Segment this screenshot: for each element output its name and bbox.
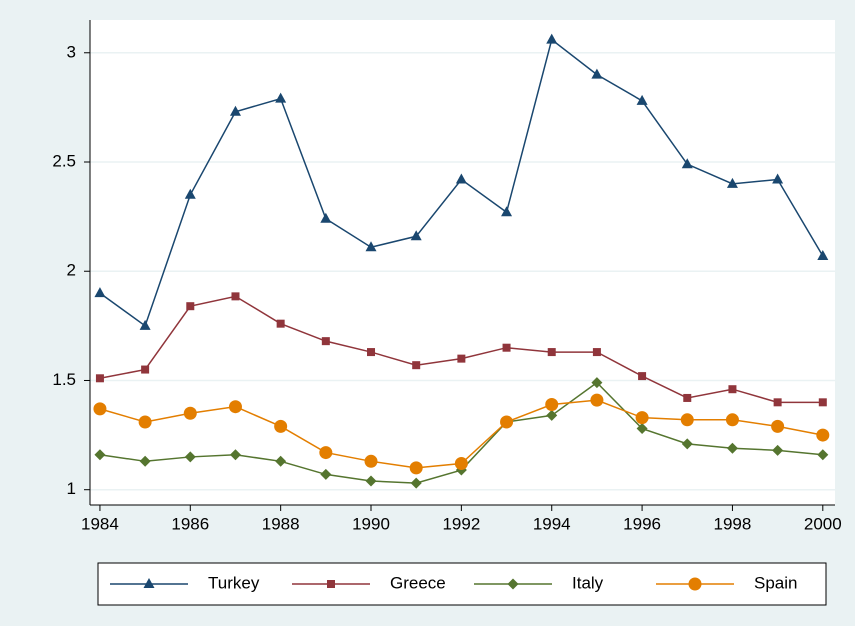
point xyxy=(772,173,784,184)
point xyxy=(321,337,330,346)
point xyxy=(412,361,421,370)
point xyxy=(275,92,287,103)
point xyxy=(365,475,377,487)
point xyxy=(773,398,782,407)
x-tick-label: 2000 xyxy=(804,514,842,533)
x-tick-label: 1998 xyxy=(714,514,752,533)
point xyxy=(410,230,422,241)
point xyxy=(229,449,241,461)
point xyxy=(816,428,830,442)
point xyxy=(683,393,692,402)
point xyxy=(320,468,332,480)
legend-marker xyxy=(507,578,519,590)
point xyxy=(183,406,197,420)
point xyxy=(94,449,106,461)
y-tick-label: 3 xyxy=(67,42,76,61)
point xyxy=(817,249,829,260)
x-tick-label: 1986 xyxy=(171,514,209,533)
point xyxy=(545,398,559,412)
point xyxy=(229,105,241,116)
point xyxy=(591,377,603,389)
x-tick-label: 1990 xyxy=(352,514,390,533)
y-tick-label: 1 xyxy=(67,479,76,498)
point xyxy=(726,442,738,454)
point xyxy=(546,33,558,44)
legend-marker xyxy=(143,578,155,588)
x-tick-label: 1984 xyxy=(81,514,119,533)
point xyxy=(726,177,738,188)
point xyxy=(818,398,827,407)
point xyxy=(457,354,466,363)
point xyxy=(228,400,242,414)
point xyxy=(365,241,377,252)
point xyxy=(454,456,468,470)
point xyxy=(139,455,151,467)
point xyxy=(817,449,829,461)
point xyxy=(409,461,423,475)
point xyxy=(725,413,739,427)
point xyxy=(592,348,601,357)
point xyxy=(93,402,107,416)
x-tick-label: 1992 xyxy=(442,514,480,533)
plot-area xyxy=(90,20,835,505)
point xyxy=(364,454,378,468)
point xyxy=(636,94,648,105)
point xyxy=(502,343,511,352)
point xyxy=(501,206,513,217)
point xyxy=(771,419,785,433)
point xyxy=(590,393,604,407)
point xyxy=(276,319,285,328)
legend-label: Italy xyxy=(572,573,604,592)
legend-label: Turkey xyxy=(208,573,260,592)
x-tick-label: 1988 xyxy=(262,514,300,533)
point xyxy=(184,451,196,463)
point xyxy=(275,455,287,467)
point xyxy=(728,385,737,394)
point xyxy=(772,444,784,456)
point xyxy=(635,411,649,425)
y-tick-label: 2.5 xyxy=(52,151,76,170)
point xyxy=(636,423,648,435)
point xyxy=(680,413,694,427)
point xyxy=(681,438,693,450)
y-tick-label: 2 xyxy=(67,261,76,280)
point xyxy=(94,287,106,298)
x-tick-label: 1996 xyxy=(623,514,661,533)
point xyxy=(455,173,467,184)
point xyxy=(547,348,556,357)
point xyxy=(186,302,195,311)
point xyxy=(546,409,558,421)
point xyxy=(138,415,152,429)
legend-label: Greece xyxy=(390,573,446,592)
point xyxy=(591,68,603,79)
legend-marker xyxy=(688,577,702,591)
point xyxy=(139,319,151,330)
point xyxy=(500,415,514,429)
point xyxy=(95,374,104,383)
point xyxy=(320,212,332,223)
point xyxy=(681,158,693,169)
legend-label: Spain xyxy=(754,573,797,592)
point xyxy=(410,477,422,489)
x-tick-label: 1994 xyxy=(533,514,571,533)
legend-marker xyxy=(327,580,335,588)
point xyxy=(141,365,150,374)
point xyxy=(367,348,376,357)
point xyxy=(274,419,288,433)
point xyxy=(638,372,647,381)
point xyxy=(231,292,240,301)
y-tick-label: 1.5 xyxy=(52,370,76,389)
point xyxy=(319,446,333,460)
point xyxy=(184,188,196,199)
